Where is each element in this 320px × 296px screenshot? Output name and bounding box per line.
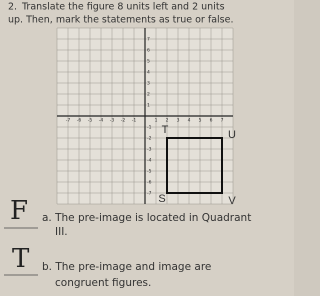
axis-label: -4 [147, 158, 152, 164]
question-number: 2. [8, 2, 17, 13]
axis-label: 1 [155, 118, 158, 124]
axis-label: 4 [188, 118, 191, 124]
axis-label: -6 [147, 180, 152, 186]
coordinate-grid: -7 -6 -5 -4 -3 -2 -1 1 2 3 4 5 6 77654321-1-2-3-4-5-6… [56, 27, 236, 207]
question-line: Translate the figure 8 units left and 2 … [21, 2, 225, 13]
axis-label: 5 [147, 59, 150, 65]
figure [166, 137, 223, 194]
statement: a. The pre-image is located in Quadrant [42, 212, 251, 224]
axis-label: 4 [147, 70, 150, 76]
axis-label: 2 [166, 118, 169, 124]
axis-label: -2 [121, 118, 126, 124]
axis-label: -5 [147, 169, 152, 175]
worksheet: 2. Translate the figure 8 units left and… [4, 1, 252, 289]
axis-label: -5 [88, 118, 93, 124]
axis-label: -7 [66, 118, 71, 124]
statement: congruent figures. [55, 277, 151, 289]
vertex-label: U [228, 129, 236, 141]
vertex-label: T [162, 124, 169, 136]
axis-label: -2 [147, 136, 152, 142]
axis-label: 7 [147, 37, 150, 43]
axis-label: 5 [199, 118, 202, 124]
handwritten-answer: T [12, 244, 30, 274]
axis-label: 6 [210, 118, 213, 124]
statement: b. The pre-image and image are [42, 261, 211, 273]
axis-label: 3 [177, 118, 180, 124]
vertex-label: S [158, 193, 165, 205]
axis-label: -3 [147, 147, 152, 153]
axis-label: 3 [147, 81, 150, 87]
page: 2. Translate the figure 8 units left and… [4, 1, 252, 289]
statement: III. [55, 226, 68, 238]
vertex-label: V [228, 195, 236, 207]
axis-label: -3 [110, 118, 115, 124]
axis-label: -1 [147, 125, 152, 131]
axis-label: -4 [99, 118, 104, 124]
question-line: up. Then, mark the statements as true or… [8, 15, 233, 26]
axis-label: -1 [132, 118, 137, 124]
axis-label: 1 [147, 103, 150, 109]
axis-label: 7 [221, 118, 224, 124]
axis-label: 2 [147, 92, 150, 98]
axis-label: -6 [77, 118, 82, 124]
axis-label: 6 [147, 48, 150, 54]
axis-label: -7 [147, 191, 152, 197]
handwritten-answer: F [10, 196, 28, 226]
